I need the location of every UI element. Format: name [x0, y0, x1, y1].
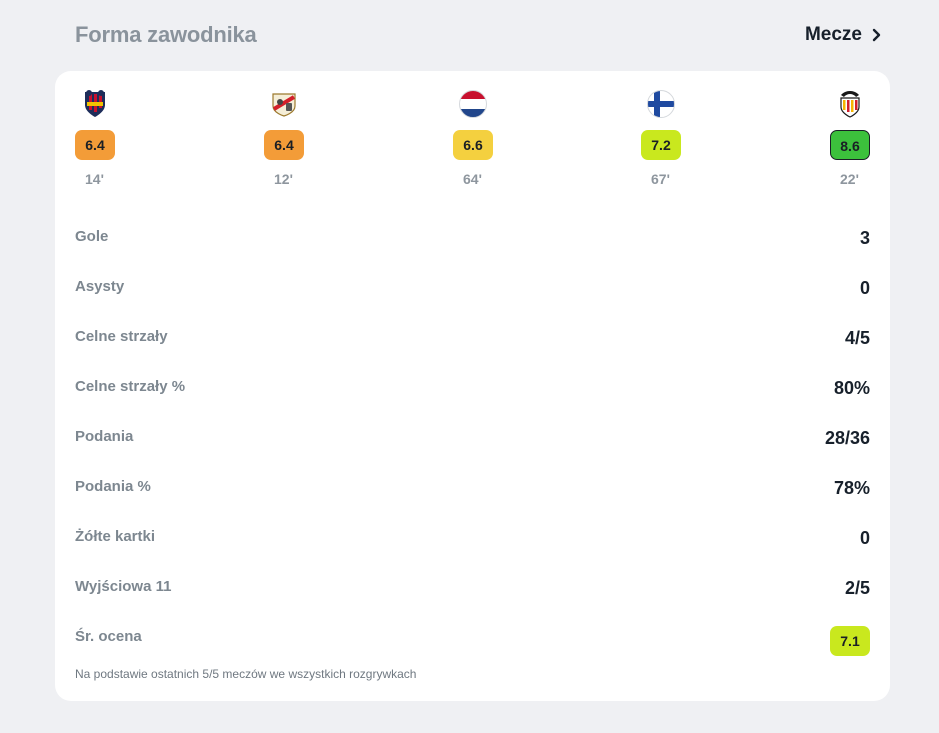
match-rating-badge: 6.4 [75, 130, 115, 160]
stat-value: 80% [833, 378, 870, 398]
stat-row-goals: Gole 3 [75, 228, 870, 258]
stat-label: Gole [75, 228, 109, 245]
stat-value: 2/5 [844, 578, 870, 598]
stat-label: Podania [75, 428, 134, 445]
match-rating-badge: 6.4 [264, 130, 304, 160]
stat-row-starting-eleven: Wyjściowa 11 2/5 [75, 578, 870, 608]
stat-value: 3 [859, 228, 870, 248]
stat-row-passes-pct: Podania % 78% [75, 478, 870, 508]
section-title: Forma zawodnika [75, 22, 257, 47]
player-form-card: 6.4 14' 6.4 12' 6.6 64' [55, 71, 890, 701]
stat-label: Asysty [75, 278, 125, 295]
match-minutes: 67' [651, 171, 670, 187]
stat-label: Wyjściowa 11 [75, 578, 172, 595]
chevron-right-icon [872, 28, 881, 42]
stat-row-shots-on-target-pct: Celne strzały % 80% [75, 378, 870, 408]
finland-flag-icon [647, 90, 675, 118]
stat-label: Żółte kartki [75, 528, 156, 545]
stat-value: 78% [833, 478, 870, 498]
stat-value: 0 [859, 528, 870, 548]
match-item[interactable]: 6.4 14' [55, 89, 135, 187]
valencia-crest-icon [840, 91, 860, 118]
match-rating-badge: 6.6 [453, 130, 493, 160]
stat-row-yellow-cards: Żółte kartki 0 [75, 528, 870, 558]
rayo-vallecano-crest-icon [272, 93, 296, 117]
match-item[interactable]: 6.4 12' [244, 89, 324, 187]
match-rating-badge: 8.6 [830, 130, 870, 160]
stat-value: 0 [859, 278, 870, 298]
match-item[interactable]: 7.2 67' [621, 89, 701, 187]
match-item[interactable]: 6.6 64' [433, 89, 513, 187]
match-minutes: 12' [274, 171, 293, 187]
stat-label: Śr. ocena [75, 628, 142, 645]
match-rating-badge: 7.2 [641, 130, 681, 160]
netherlands-flag-icon [459, 90, 487, 118]
matches-link[interactable]: Mecze [805, 24, 881, 46]
matches-link-label: Mecze [804, 24, 862, 45]
stat-value: 4/5 [844, 328, 870, 348]
stat-label: Celne strzały % [75, 378, 186, 395]
footnote: Na podstawie ostatnich 5/5 meczów we wsz… [75, 667, 417, 681]
stat-row-average-rating: Śr. ocena 7.1 [75, 626, 870, 658]
match-item[interactable]: 8.6 22' [810, 89, 890, 187]
average-rating-badge: 7.1 [830, 626, 870, 656]
levante-crest-icon [85, 90, 105, 117]
match-minutes: 22' [840, 171, 859, 187]
stat-value: 28/36 [824, 428, 870, 448]
player-form-header: Forma zawodnika Mecze [75, 22, 881, 52]
match-minutes: 14' [85, 171, 104, 187]
stat-label: Podania % [75, 478, 151, 495]
stat-label: Celne strzały [75, 328, 168, 345]
stat-row-assists: Asysty 0 [75, 278, 870, 308]
stat-row-shots-on-target: Celne strzały 4/5 [75, 328, 870, 358]
match-minutes: 64' [463, 171, 482, 187]
stat-row-passes: Podania 28/36 [75, 428, 870, 458]
